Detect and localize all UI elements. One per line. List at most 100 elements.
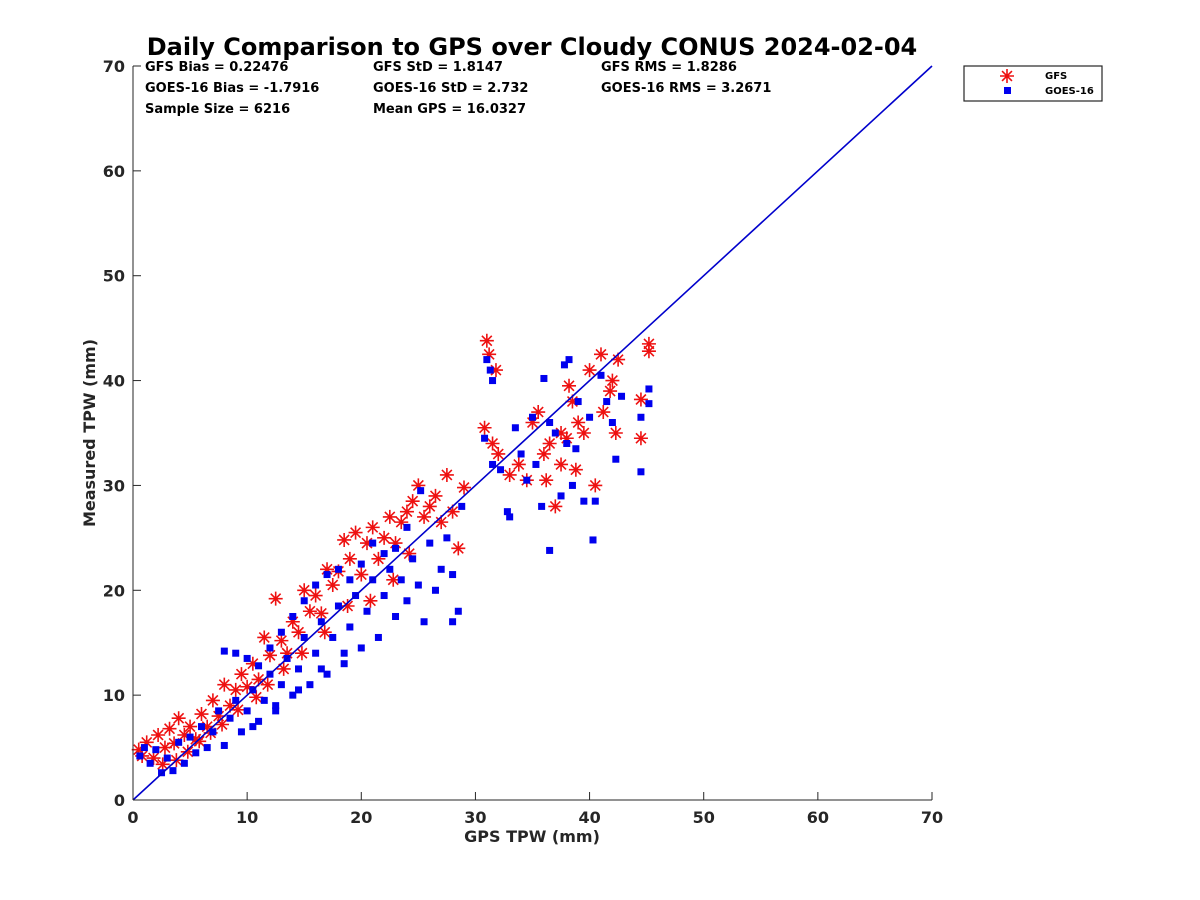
gfs-point: [260, 677, 275, 692]
stat-text: GFS StD = 1.8147: [373, 60, 503, 75]
goes16-point: [152, 746, 160, 754]
goes16-point: [277, 681, 285, 689]
goes16-point: [540, 374, 548, 382]
goes16-point: [357, 560, 365, 568]
stats-block: GFS Bias = 0.22476 GFS StD = 1.8147 GFS RM…: [145, 60, 771, 117]
legend-gfs-asterisk-marker: [1000, 69, 1014, 83]
goes16-point: [232, 696, 240, 704]
gfs-point: [405, 494, 420, 509]
goes16-point: [574, 398, 582, 406]
gfs-point: [582, 363, 597, 378]
gfs-point: [274, 633, 289, 648]
goes16-point: [612, 455, 620, 463]
axes-layer: 0 10 20 30 40 50 60 70 0 10 20 30 40 50 60 70: [103, 57, 943, 827]
goes16-point: [340, 660, 348, 668]
gfs-point: [262, 648, 277, 663]
goes16-point: [532, 460, 540, 468]
goes16-point: [586, 413, 594, 421]
gfs-point: [167, 736, 182, 751]
goes16-point: [317, 665, 325, 673]
gfs-point: [377, 530, 392, 545]
gfs-point: [388, 536, 403, 551]
gfs-point: [308, 588, 323, 603]
goes16-point: [403, 597, 411, 605]
y-axis-label: Measured TPW (mm): [80, 339, 99, 527]
goes16-point: [481, 434, 489, 442]
gfs-point: [641, 344, 656, 359]
gfs-point: [511, 457, 526, 472]
stat-text: GOES-16 RMS = 3.2671: [601, 81, 771, 96]
gfs-point: [223, 698, 238, 713]
goes16-point: [363, 607, 371, 615]
goes16-point: [645, 400, 653, 408]
gfs-point: [249, 690, 264, 705]
gfs-point: [340, 599, 355, 614]
gfs-point: [320, 562, 335, 577]
gfs-point: [205, 693, 220, 708]
gfs-point: [337, 532, 352, 547]
gfs-point: [559, 431, 574, 446]
gfs-point: [131, 742, 146, 757]
goes16-point: [591, 497, 599, 505]
goes16-point: [243, 707, 251, 715]
goes16-point: [232, 649, 240, 657]
gfs-point: [211, 709, 226, 724]
gfs-point: [477, 420, 492, 435]
goes16-point: [529, 413, 536, 421]
goes16-point: [289, 691, 297, 699]
goes16-point: [163, 754, 171, 762]
legend-gfs-asterisk: [1000, 69, 1014, 83]
goes16-point: [300, 633, 308, 641]
goes16-point: [357, 644, 365, 652]
goes16-point: [380, 550, 388, 558]
gfs-point: [317, 625, 332, 640]
goes16-point: [136, 752, 144, 760]
gfs-point: [554, 457, 569, 472]
goes16-point: [175, 738, 183, 746]
goes16-point: [215, 707, 223, 715]
gfs-point: [445, 504, 460, 519]
gfs-point: [188, 732, 203, 747]
goes16-point: [403, 523, 411, 531]
gfs-point: [525, 415, 540, 430]
goes16-point: [226, 714, 234, 722]
goes16-point: [300, 597, 308, 605]
legend-goes16-square-marker: [1004, 87, 1011, 94]
goes16-point: [608, 419, 616, 427]
gfs-point: [571, 415, 586, 430]
gfs-point: [457, 480, 472, 495]
goes16-point: [255, 662, 263, 670]
goes16-point: [637, 468, 645, 476]
gfs-point: [554, 426, 569, 440]
gfs-point: [162, 721, 177, 736]
goes16-point: [572, 445, 580, 453]
stat-text: Mean GPS = 16.0327: [373, 102, 526, 117]
goes16-point: [437, 565, 445, 573]
stat-text: GOES-16 StD = 2.732: [373, 81, 528, 96]
gfs-point: [183, 719, 198, 734]
goes16-point: [272, 702, 280, 710]
x-axis-label: GPS TPW (mm): [464, 827, 600, 846]
goes16-point: [180, 759, 188, 767]
gfs-point: [422, 499, 437, 514]
gfs-point: [200, 719, 215, 734]
goes16-point: [397, 576, 405, 584]
chart-title: Daily Comparison to GPS over Cloudy CONU…: [147, 33, 918, 61]
goes16-point: [197, 723, 205, 731]
gfs-point: [291, 625, 306, 640]
goes16-point: [618, 392, 626, 400]
goes16-point: [580, 497, 588, 505]
gfs-point: [146, 751, 161, 766]
gfs-point: [257, 630, 272, 645]
goes16-point: [489, 460, 497, 468]
goes16-point: [334, 565, 342, 573]
gfs-point: [479, 333, 494, 348]
gfs-point: [363, 593, 378, 608]
gfs-point: [428, 488, 443, 503]
gfs-point: [439, 467, 454, 482]
x-tick-label: 30: [464, 808, 486, 827]
gfs-point: [371, 551, 386, 566]
goes16-point: [346, 576, 354, 584]
goes16-point: [560, 361, 568, 369]
